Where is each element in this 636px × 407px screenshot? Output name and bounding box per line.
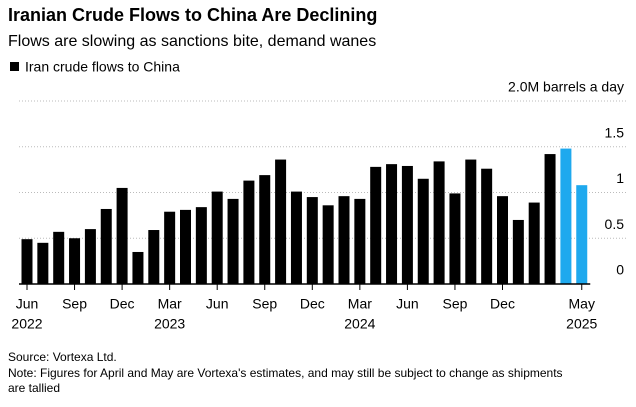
y-tick-label: 1	[616, 170, 624, 186]
x-tick-label: Sep	[62, 296, 87, 312]
x-tick-label: Jun	[16, 296, 39, 312]
bar	[417, 178, 429, 284]
bar	[195, 207, 207, 284]
bar	[560, 148, 572, 284]
x-tick-label: Dec	[110, 296, 135, 312]
note: Note: Figures for April and May are Vort…	[8, 366, 563, 380]
y-tick-label: 1.5	[605, 124, 625, 140]
note: are tallied	[8, 381, 60, 395]
x-tick-label: Jun	[396, 296, 419, 312]
y-tick-label: 0.5	[605, 216, 625, 232]
bar	[37, 242, 49, 284]
bar	[576, 185, 588, 284]
x-tick-label: Mar	[158, 296, 182, 312]
x-tick-label: Dec	[300, 296, 325, 312]
bar	[322, 205, 334, 284]
bar	[21, 239, 33, 284]
bar	[275, 159, 287, 284]
source: Source: Vortexa Ltd.	[8, 350, 117, 364]
x-year-label: 2022	[11, 316, 42, 332]
x-tick-label: May	[569, 296, 595, 312]
x-tick-label: Sep	[442, 296, 467, 312]
x-tick-label: Sep	[252, 296, 277, 312]
bar	[227, 198, 239, 284]
bar	[69, 238, 81, 284]
bar	[259, 175, 271, 284]
bar	[148, 230, 160, 284]
bar	[449, 193, 461, 284]
x-tick-label: Mar	[348, 296, 372, 312]
bar	[386, 164, 398, 284]
y-tick-label: 2.0M barrels a day	[508, 79, 624, 95]
x-tick-label: Dec	[490, 296, 515, 312]
x-year-label: 2025	[566, 316, 597, 332]
bar	[370, 166, 382, 284]
bar	[401, 165, 413, 284]
bar	[306, 197, 318, 284]
bar	[465, 159, 477, 284]
legend-label: Iran crude flows to China	[25, 59, 180, 75]
bar	[290, 191, 302, 284]
bar	[338, 196, 350, 284]
bar	[116, 187, 128, 284]
x-tick-label: Jun	[206, 296, 229, 312]
bar	[164, 211, 176, 284]
bar	[243, 180, 255, 284]
bar	[84, 229, 96, 284]
bar	[53, 231, 65, 284]
bar	[100, 208, 112, 284]
bar	[211, 191, 223, 284]
chart-subtitle: Flows are slowing as sanctions bite, dem…	[8, 33, 376, 50]
bar	[512, 219, 524, 284]
chart-title: Iranian Crude Flows to China Are Declini…	[8, 5, 377, 25]
bar	[132, 251, 144, 284]
x-year-label: 2024	[344, 316, 375, 332]
legend-swatch	[10, 62, 19, 71]
bar	[433, 161, 445, 284]
x-year-label: 2023	[154, 316, 185, 332]
bar	[544, 154, 556, 284]
bar	[528, 202, 540, 284]
bar	[481, 168, 493, 284]
bar	[354, 198, 366, 284]
bar	[497, 196, 508, 284]
bar	[180, 209, 191, 284]
y-tick-label: 0	[616, 262, 624, 278]
